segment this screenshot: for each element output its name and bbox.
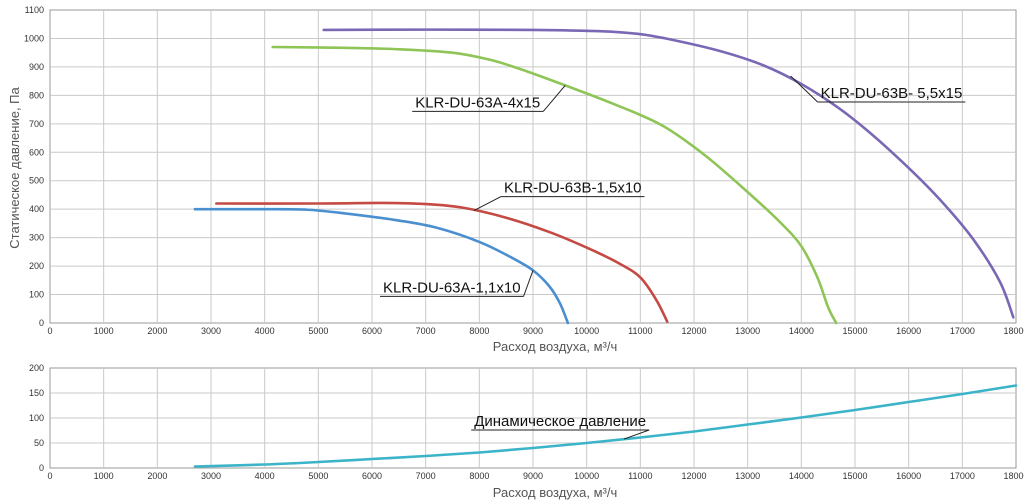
callout-leader	[542, 85, 566, 112]
y-tick-label: 200	[29, 261, 44, 271]
callout-label: KLR-DU-63B- 5,5x15	[821, 85, 963, 102]
x-tick-label: 13000	[735, 471, 760, 481]
y-tick-label: 700	[29, 119, 44, 129]
x-tick-label: 12000	[681, 471, 706, 481]
callout-label: KLR-DU-63A-1,1x10	[383, 279, 521, 296]
series-line-klr-du-63a-1-1x10	[193, 207, 570, 325]
y-tick-label: 100	[29, 413, 44, 423]
top-chart-grid	[50, 10, 1016, 323]
series-line-series-0	[193, 384, 1018, 468]
x-tick-label: 5000	[308, 471, 328, 481]
x-tick-label: 15000	[842, 326, 867, 336]
x-tick-label: 2000	[147, 326, 167, 336]
x-tick-label: 11000	[628, 326, 652, 336]
y-tick-label: 1100	[25, 5, 44, 15]
top-chart-series	[193, 28, 1015, 325]
callout-leader	[624, 429, 650, 440]
x-tick-label: 4000	[255, 471, 275, 481]
y-tick-label: 300	[29, 233, 44, 243]
x-tick-label: 9000	[523, 326, 543, 336]
y-tick-label: 800	[29, 90, 44, 100]
x-tick-label: 17000	[950, 326, 975, 336]
x-tick-label: 7000	[416, 326, 436, 336]
callout-label: Динамическое давление	[474, 413, 646, 430]
x-tick-label: 12000	[681, 326, 706, 336]
x-tick-label: 5000	[308, 326, 328, 336]
callout-leader	[473, 196, 502, 212]
static-pressure-chart: 0 100 200 300 400 500 600 700 800 900 1000 1100 0 10…	[7, 5, 1024, 354]
bottom-chart-y-ticks: 0 50 100 150 200	[29, 363, 44, 473]
y-tick-label: 200	[29, 363, 44, 373]
y-tick-label: 150	[29, 388, 44, 398]
bottom-chart-callouts: Динамическое давление	[471, 413, 650, 440]
y-tick-label: 0	[39, 463, 44, 473]
x-tick-label: 4000	[255, 326, 275, 336]
x-tick-label: 16000	[896, 326, 921, 336]
x-tick-label: 18000	[1003, 471, 1024, 481]
x-tick-label: 3000	[201, 326, 221, 336]
callout-label: KLR-DU-63B-1,5x10	[504, 180, 642, 197]
x-tick-label: 6000	[362, 471, 382, 481]
callout-label: KLR-DU-63A-4x15	[415, 94, 540, 111]
bottom-chart-grid	[50, 368, 1016, 468]
y-tick-label: 0	[39, 318, 44, 328]
x-tick-label: 1000	[94, 471, 114, 481]
x-tick-label: 7000	[416, 471, 436, 481]
series-line-klr-du-63b-1-5x10	[215, 201, 669, 323]
callout-leader	[523, 270, 534, 297]
x-tick-label: 17000	[950, 471, 975, 481]
x-tick-label: 8000	[469, 326, 489, 336]
top-chart-y-axis-title: Статическое давление, Па	[7, 87, 22, 249]
x-tick-label: 11000	[628, 471, 652, 481]
x-tick-label: 10000	[574, 326, 599, 336]
x-tick-label: 6000	[362, 326, 382, 336]
x-tick-label: 1000	[94, 326, 114, 336]
y-tick-label: 100	[29, 290, 44, 300]
x-tick-label: 10000	[574, 471, 599, 481]
y-tick-label: 500	[29, 176, 44, 186]
y-tick-label: 400	[29, 204, 44, 214]
top-chart-callouts: KLR-DU-63B- 5,5x15 KLR-DU-63A-4x15 KLR-DU-…	[380, 75, 966, 297]
bottom-chart-series	[193, 384, 1018, 468]
bottom-chart-x-axis-title: Расход воздуха, м³/ч	[493, 485, 618, 500]
x-tick-label: 8000	[469, 471, 489, 481]
series-line-klr-du-63b-5-5x15	[322, 28, 1015, 319]
x-tick-label: 9000	[523, 471, 543, 481]
callout-leader	[790, 75, 818, 103]
x-tick-label: 16000	[896, 471, 921, 481]
top-chart-x-axis-title: Расход воздуха, м³/ч	[493, 339, 618, 354]
series-line-klr-du-63a-4x15	[271, 45, 838, 325]
y-tick-label: 900	[29, 62, 44, 72]
x-tick-label: 0	[47, 471, 52, 481]
x-tick-label: 3000	[201, 471, 221, 481]
top-chart-x-ticks: 0 1000 2000 3000 4000 5000 6000 7000 8000 9000 100…	[47, 326, 1024, 336]
x-tick-label: 14000	[789, 326, 814, 336]
x-tick-label: 15000	[842, 471, 867, 481]
dynamic-pressure-chart: 0 50 100 150 200 0 1000 2000 3000 4000 5000 6000 70…	[29, 363, 1024, 500]
x-tick-label: 13000	[735, 326, 760, 336]
bottom-chart-x-ticks: 0 1000 2000 3000 4000 5000 6000 7000 8000 9000 100…	[47, 471, 1024, 481]
y-tick-label: 50	[34, 438, 44, 448]
x-tick-label: 0	[47, 326, 52, 336]
y-tick-label: 600	[29, 147, 44, 157]
x-tick-label: 2000	[147, 471, 167, 481]
y-tick-label: 1000	[24, 33, 44, 43]
x-tick-label: 14000	[789, 471, 814, 481]
x-tick-label: 18000	[1003, 326, 1024, 336]
top-chart-y-ticks: 0 100 200 300 400 500 600 700 800 900 1000 1100	[24, 5, 44, 328]
